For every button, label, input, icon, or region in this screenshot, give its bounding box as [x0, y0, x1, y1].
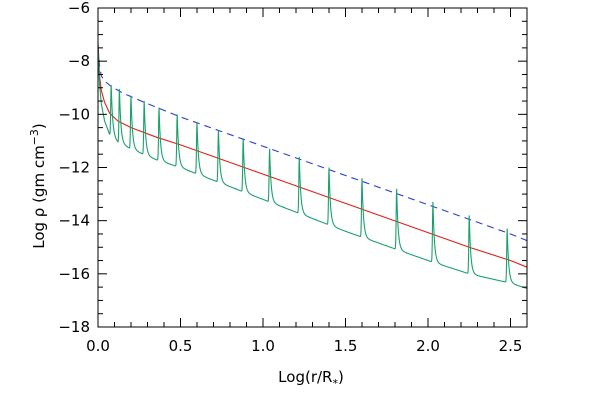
- y-tick-label: −14: [58, 212, 90, 230]
- x-axis-label: Log(r/R*): [278, 368, 344, 390]
- tick-labels-layer: 0.0 0.5 1.0 1.5 2.0 2.5 −18 −16 −14 −12 −10 −8 −6: [58, 0, 522, 355]
- y-tick-label: −6: [68, 0, 90, 17]
- y-tick-label: −8: [68, 52, 90, 70]
- ticks-layer: [97, 7, 528, 328]
- x-tick-label: 1.5: [334, 337, 358, 355]
- y-tick-label: −16: [58, 265, 90, 283]
- x-tick-label: 1.0: [251, 337, 275, 355]
- x-tick-label: 0.5: [169, 337, 193, 355]
- x-tick-label: 0.0: [86, 337, 110, 355]
- y-tick-label: −12: [58, 159, 90, 177]
- x-tick-label: 2.5: [499, 337, 523, 355]
- plot-frame: [97, 7, 528, 328]
- series-line-red-solid: [97, 42, 528, 268]
- series-line-green-spiky: [97, 45, 528, 289]
- y-tick-label: −18: [58, 318, 90, 336]
- y-tick-label: −10: [58, 105, 90, 123]
- series-layer: [97, 42, 528, 289]
- series-line-blue-dashed: [97, 47, 528, 242]
- x-tick-label: 2.0: [416, 337, 440, 355]
- y-axis-label: Log ρ (gm cm−3): [28, 123, 48, 249]
